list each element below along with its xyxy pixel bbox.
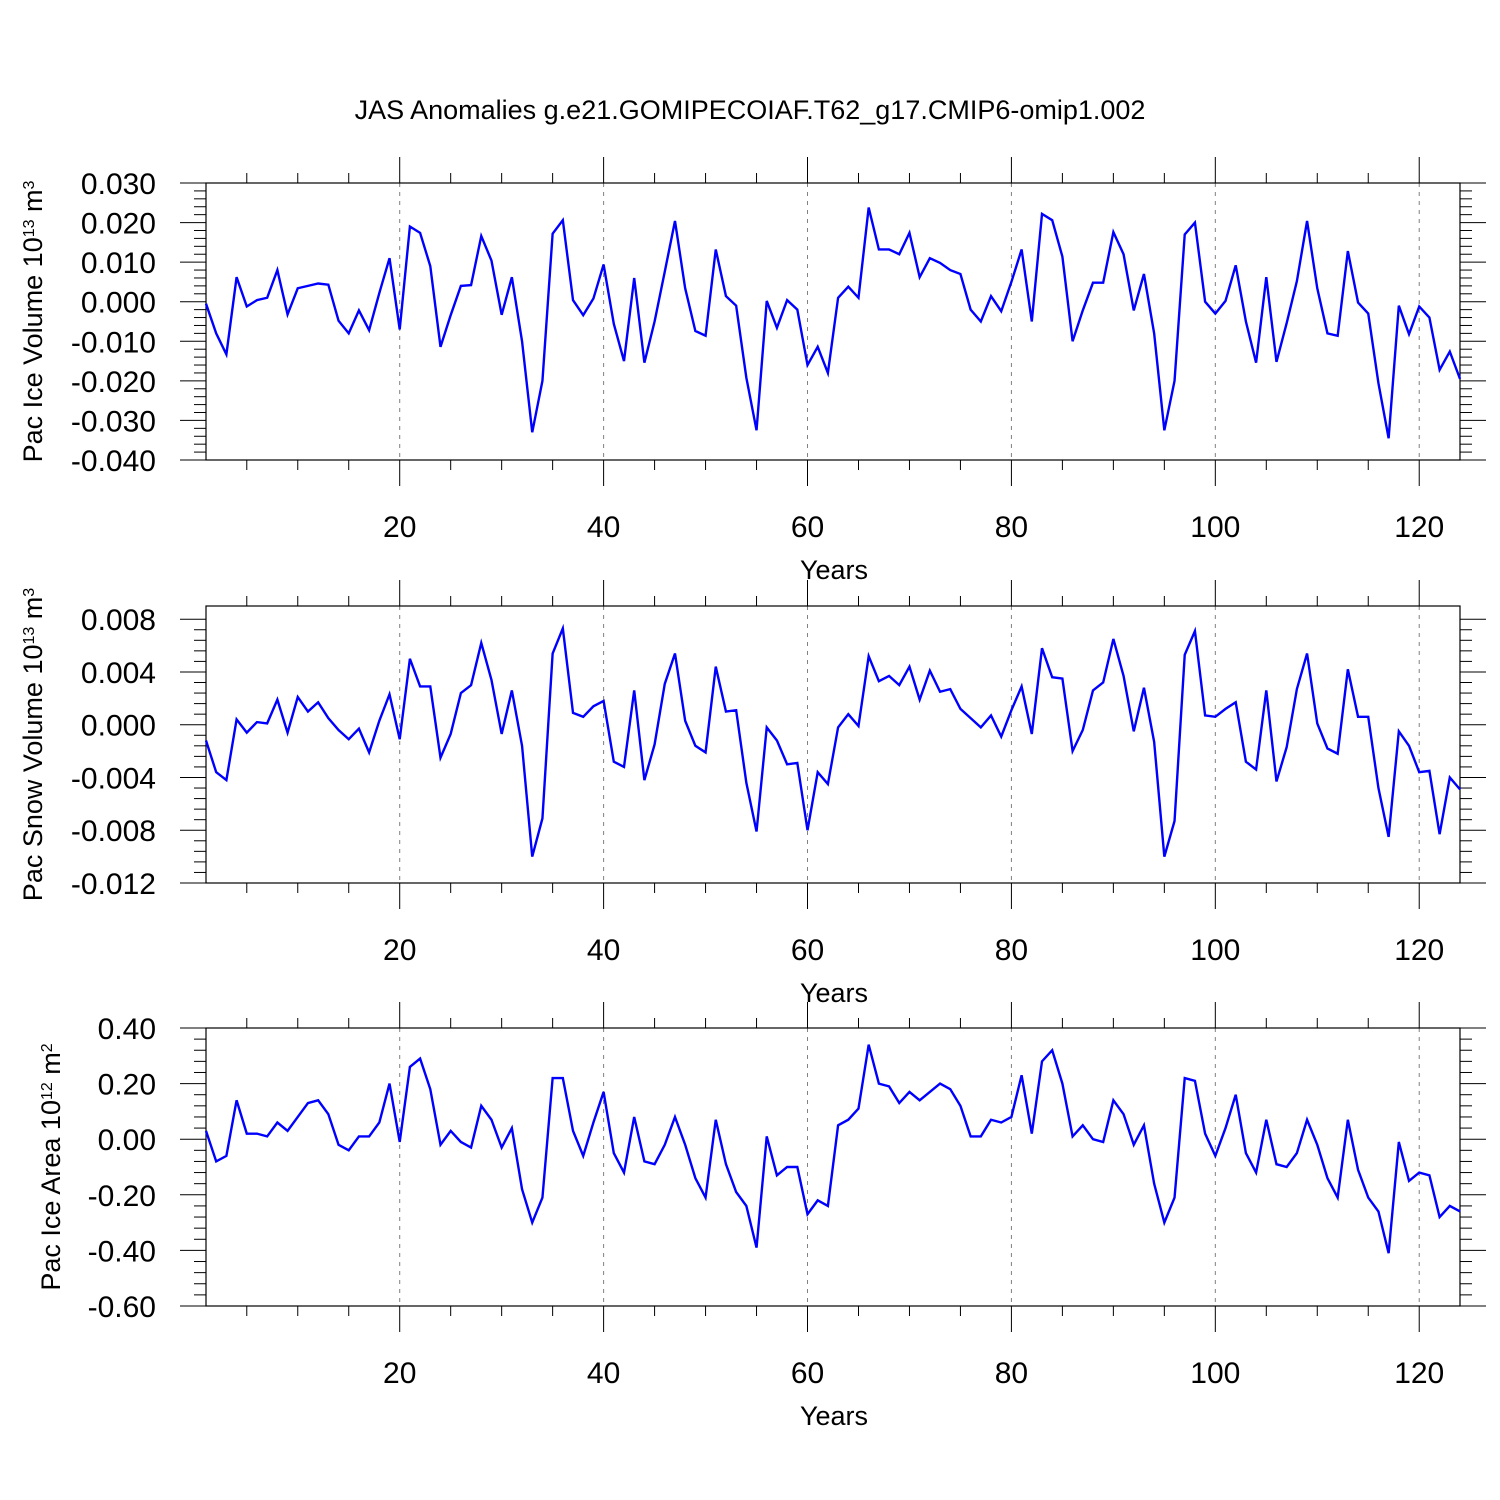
x-tick-label: 120: [1394, 511, 1444, 544]
panel-3: 20 40 60 80 100 120 -0.60 -0.40 -0.20 0.00 0.20 0.4…: [36, 1002, 1486, 1431]
x-tick-label: 80: [995, 511, 1028, 544]
x-tick-label: 40: [587, 1357, 620, 1390]
x-axis-title: Years: [800, 555, 868, 585]
series-line: [204, 1044, 1461, 1254]
panel-1: 20 40 60 80 100 120 -0.040 -0.030 -0.020 -0.010 0.…: [18, 157, 1486, 585]
plot-frame: [205, 605, 1461, 884]
x-tick-label: 100: [1190, 934, 1240, 967]
plot-frame: [205, 182, 1461, 461]
y-tick-label: -0.004: [71, 762, 156, 795]
y-tick-label: 0.004: [81, 657, 156, 690]
y-tick-label: 0.000: [81, 287, 156, 320]
y-tick-label: 0.00: [98, 1124, 156, 1157]
y-tick-label: -0.040: [71, 445, 156, 478]
y-tick-label: 0.20: [98, 1069, 156, 1102]
x-tick-label: 20: [383, 1357, 416, 1390]
y-tick-label: -0.20: [88, 1180, 156, 1213]
x-axis-title: Years: [800, 1401, 868, 1431]
x-tick-label: 60: [791, 1357, 824, 1390]
y-tick-label: 0.020: [81, 208, 156, 241]
y-axis-title: Pac Snow Volume 1013 m3: [18, 588, 48, 901]
figure-title: JAS Anomalies g.e21.GOMIPECOIAF.T62_g17.…: [355, 95, 1146, 125]
x-tick-label: 40: [587, 511, 620, 544]
y-tick-label: -0.030: [71, 405, 156, 438]
y-tick-label: -0.40: [88, 1235, 156, 1268]
x-tick-label: 120: [1394, 934, 1444, 967]
x-tick-label: 20: [383, 511, 416, 544]
x-tick-label: 100: [1190, 1357, 1240, 1390]
y-tick-label: -0.008: [71, 815, 156, 848]
x-tick-label: 120: [1394, 1357, 1444, 1390]
y-tick-label: 0.000: [81, 710, 156, 743]
plot-frame: [205, 1027, 1461, 1307]
x-tick-label: 100: [1190, 511, 1240, 544]
y-tick-label: -0.010: [71, 326, 156, 359]
y-tick-label: -0.020: [71, 366, 156, 399]
panel-2: 20 40 60 80 100 120 -0.012 -0.008 -0.004 0.000 0.0…: [18, 580, 1486, 1008]
x-tick-label: 20: [383, 934, 416, 967]
y-tick-label: 0.008: [81, 604, 156, 637]
y-tick-label: -0.60: [88, 1291, 156, 1324]
series-line: [204, 623, 1461, 857]
x-tick-label: 60: [791, 934, 824, 967]
y-tick-label: 0.40: [98, 1013, 156, 1046]
x-tick-label: 60: [791, 511, 824, 544]
y-tick-label: 0.030: [81, 168, 156, 201]
x-tick-label: 80: [995, 934, 1028, 967]
x-tick-label: 40: [587, 934, 620, 967]
y-axis-title: Pac Ice Area 1012 m2: [36, 1043, 66, 1290]
y-tick-label: 0.010: [81, 247, 156, 280]
x-tick-label: 80: [995, 1357, 1028, 1390]
y-tick-label: -0.012: [71, 868, 156, 901]
series-line: [204, 207, 1462, 439]
x-axis-title: Years: [800, 978, 868, 1008]
y-axis-title: Pac Ice Volume 1013 m3: [18, 180, 48, 462]
